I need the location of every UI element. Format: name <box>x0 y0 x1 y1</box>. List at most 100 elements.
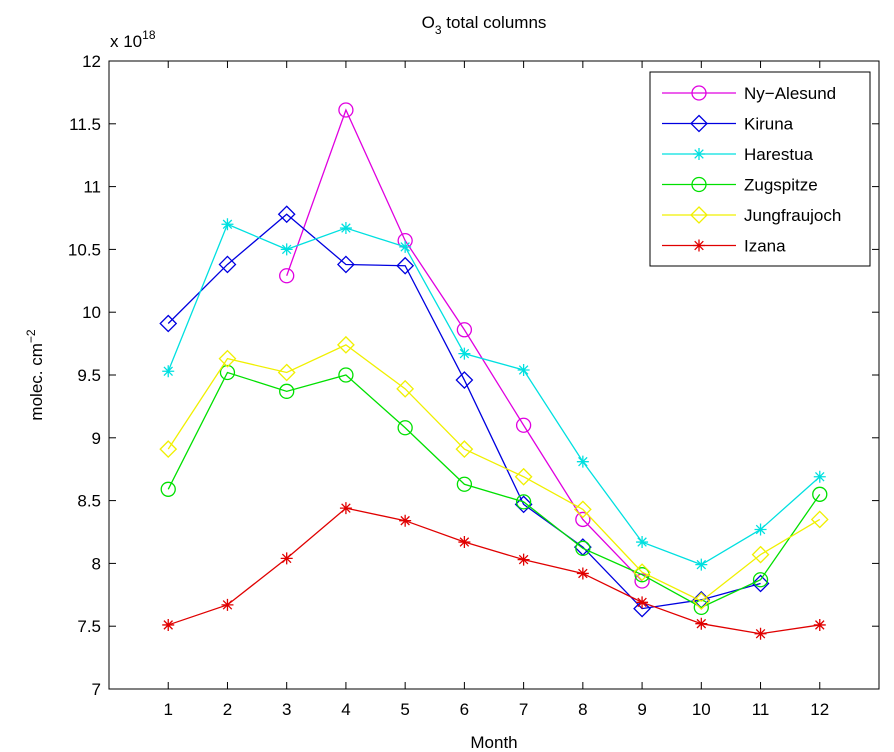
data-point <box>458 536 471 549</box>
y-exponent-label: x 1018 <box>110 28 156 51</box>
data-point <box>279 268 295 284</box>
data-point <box>219 364 236 381</box>
data-point <box>514 495 533 514</box>
data-point <box>752 572 769 588</box>
series-5 <box>162 502 826 640</box>
data-point <box>636 596 649 609</box>
y-tick-label: 10 <box>82 303 101 322</box>
series-line <box>286 108 643 582</box>
data-point <box>456 476 473 492</box>
data-point <box>221 598 234 611</box>
data-point <box>396 256 415 275</box>
data-point <box>218 349 237 368</box>
data-point <box>634 567 650 583</box>
x-tick-label: 3 <box>282 700 291 719</box>
data-point <box>690 206 708 224</box>
data-point <box>515 417 532 433</box>
data-point <box>691 85 707 101</box>
data-point <box>751 574 770 593</box>
y-axis-label: molec. cm−2 <box>24 329 46 420</box>
x-tick-label: 10 <box>692 700 711 719</box>
data-point <box>695 558 708 571</box>
data-point <box>636 536 649 549</box>
series-layer <box>159 102 829 640</box>
data-point <box>280 243 293 256</box>
series-line <box>167 371 821 609</box>
data-point <box>159 314 178 333</box>
legend-box <box>649 71 871 267</box>
data-point <box>458 347 471 360</box>
legend-entry: Harestua <box>662 145 814 164</box>
x-tick-label: 5 <box>400 700 409 719</box>
data-point <box>517 553 530 566</box>
data-point <box>813 618 826 631</box>
x-tick-label: 6 <box>460 700 469 719</box>
data-point <box>338 102 354 118</box>
data-point <box>573 500 592 519</box>
legend-label: Ny−Alesund <box>744 84 836 103</box>
data-point <box>693 148 705 160</box>
data-point <box>754 523 767 536</box>
legend-label: Zugspitze <box>744 176 818 195</box>
data-point <box>277 205 296 224</box>
data-point <box>810 510 829 529</box>
series-3 <box>160 364 828 616</box>
x-tick-label: 8 <box>578 700 587 719</box>
y-tick-label: 12 <box>82 52 101 71</box>
chart-title: O3 total columns <box>422 13 547 37</box>
data-point <box>455 440 474 459</box>
data-point <box>633 563 651 582</box>
data-point <box>634 573 650 589</box>
y-tick-label: 7 <box>92 680 101 699</box>
data-point <box>162 365 175 378</box>
legend-entry: Zugspitze <box>662 176 818 195</box>
series-line <box>167 344 821 602</box>
y-tick-label: 9.5 <box>77 366 101 385</box>
data-point <box>812 486 828 502</box>
data-point <box>813 470 826 483</box>
legend-label: Jungfraujoch <box>744 206 841 225</box>
data-point <box>399 240 412 253</box>
y-tick-label: 9 <box>92 429 101 448</box>
data-point <box>576 455 589 468</box>
x-tick-label: 4 <box>341 700 350 719</box>
data-point <box>517 363 530 376</box>
data-point <box>693 239 705 252</box>
x-tick-label: 7 <box>519 700 528 719</box>
legend-entry: Izana <box>662 237 786 256</box>
y-tick-label: 7.5 <box>77 617 101 636</box>
series-line <box>167 223 821 566</box>
legend-entry: Kiruna <box>662 115 794 134</box>
series-4 <box>159 335 829 610</box>
x-tick-label: 1 <box>163 700 172 719</box>
data-point <box>218 255 237 274</box>
legend-label: Izana <box>744 237 786 256</box>
legend: Ny−Alesund Kiruna Harestua Zugspitze Jungfra… <box>649 71 871 267</box>
y-axis: 7 7.5 8 8.5 9 9.5 10 10.5 11 11.5 12 <box>68 52 879 699</box>
data-point <box>337 255 355 274</box>
data-point <box>280 552 293 565</box>
data-point <box>690 114 708 133</box>
data-point <box>575 540 591 556</box>
data-point <box>514 467 533 486</box>
y-tick-label: 8 <box>92 554 101 573</box>
data-point <box>575 511 591 528</box>
data-point <box>399 514 412 527</box>
data-point <box>339 222 352 235</box>
data-point <box>159 440 178 459</box>
data-point <box>339 502 352 515</box>
y-tick-label: 10.5 <box>68 240 101 259</box>
data-point <box>279 383 295 399</box>
series-line <box>168 507 820 635</box>
data-point <box>160 481 176 497</box>
x-tick-label: 2 <box>223 700 232 719</box>
data-point <box>515 494 532 510</box>
data-point <box>751 545 770 564</box>
legend-entry: Ny−Alesund <box>662 84 836 103</box>
data-point <box>576 567 589 580</box>
series-0 <box>279 102 650 589</box>
legend-entry: Jungfraujoch <box>662 206 841 225</box>
data-point <box>455 371 474 389</box>
x-axis-label: Month <box>470 733 517 752</box>
